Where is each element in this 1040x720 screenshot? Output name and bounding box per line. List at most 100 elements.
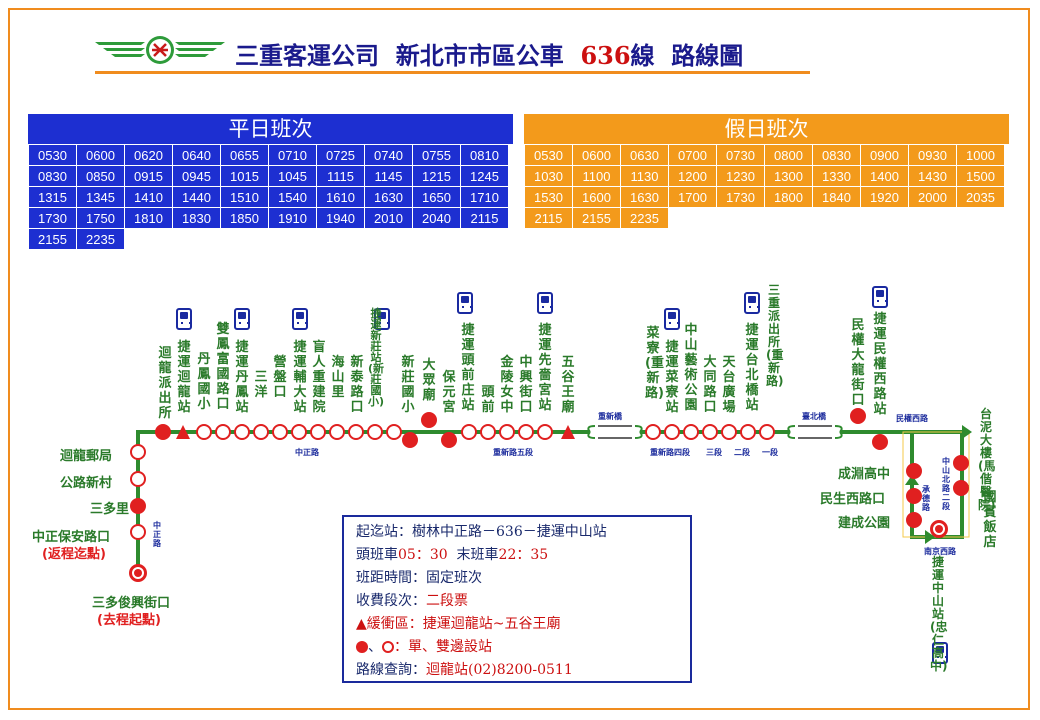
stop-marker <box>310 424 326 440</box>
departure-time: 0755 <box>412 144 461 166</box>
stop-label: 盲人重建院 <box>312 340 326 415</box>
departure-time: 1430 <box>908 165 957 187</box>
departure-time: 1145 <box>364 165 413 187</box>
mrt-icon <box>234 308 250 330</box>
road-label: 民權西路 <box>896 414 928 423</box>
stop-label: 金陵女中 <box>500 355 514 415</box>
departure-time: 1850 <box>220 207 269 229</box>
road-label: 三段 <box>706 448 722 457</box>
departure-time: 1045 <box>268 165 317 187</box>
departure-time: 2235 <box>76 228 125 250</box>
stop-marker <box>130 498 146 514</box>
stop-marker <box>721 424 737 440</box>
stop-marker <box>348 424 364 440</box>
route-info-box: 起迄站：樹林中正路－636－捷運中山站 頭班車05：30 末班車22：35 班距… <box>342 515 692 683</box>
stop-marker <box>130 444 146 460</box>
departure-time: 2115 <box>460 207 509 229</box>
empty-cell <box>812 207 861 229</box>
stop-marker <box>499 424 515 440</box>
weekday-row: 0530 0600 0620 0640 0655 0710 0725 0740 0755 0810 <box>28 144 509 166</box>
stop-label-sanduoli: 三多里 <box>90 502 130 517</box>
road-label: 中山北路二段 <box>942 457 950 511</box>
stop-marker <box>759 424 775 440</box>
stop-label: 捷運新莊站(新莊國小) <box>368 307 385 408</box>
stop-label: 民權大龍街口 <box>851 318 865 408</box>
stop-marker <box>461 424 477 440</box>
last-bus-label: 末班車 <box>456 547 499 563</box>
line-suffix: 線 <box>630 41 655 70</box>
stop-marker <box>480 424 496 440</box>
info-fare: 收費段次：二段票 <box>356 590 678 613</box>
departure-time: 1300 <box>764 165 813 187</box>
stop-label: 台泥大樓(馬偕醫院) <box>978 407 996 512</box>
road-label: 二段 <box>734 448 750 457</box>
header-underline <box>95 71 810 74</box>
stop-marker <box>234 424 250 440</box>
mrt-icon <box>457 292 473 314</box>
departure-time: 1230 <box>716 165 765 187</box>
holiday-title: 假日班次 <box>524 114 1009 144</box>
departure-time: 1630 <box>620 186 669 208</box>
interval-value: 固定班次 <box>426 570 482 586</box>
route-number: 636 <box>580 41 631 70</box>
departure-time: 2115 <box>524 207 573 229</box>
legend-text: ：單、雙邊設站 <box>394 639 492 655</box>
stop-marker <box>421 412 437 428</box>
departure-time: 1810 <box>124 207 173 229</box>
service-area: 新北市市區公車 <box>395 41 564 70</box>
info-terminals: 起迄站：樹林中正路－636－捷運中山站 <box>356 521 678 544</box>
departure-time: 0630 <box>620 144 669 166</box>
legend-separator: 、 <box>368 639 382 655</box>
stop-label: 三洋 <box>254 370 268 400</box>
stop-marker <box>702 424 718 440</box>
road-label: 南京西路 <box>924 547 956 556</box>
interval-label: 班距時間： <box>356 570 426 586</box>
empty-cell <box>716 207 765 229</box>
stop-marker <box>953 480 969 496</box>
road-label: 一段 <box>762 448 778 457</box>
stop-marker <box>740 424 756 440</box>
stop-label: 新莊國小 <box>401 355 415 415</box>
departure-time: 0740 <box>364 144 413 166</box>
departure-time: 1015 <box>220 165 269 187</box>
stop-marker <box>253 424 269 440</box>
departure-time: 0800 <box>764 144 813 166</box>
departure-time: 0600 <box>572 144 621 166</box>
terminal-center <box>935 525 943 533</box>
stop-label: 捷運中山站(忠仁高中) <box>930 555 948 673</box>
empty-cell <box>412 228 461 250</box>
stop-marker <box>291 424 307 440</box>
weekday-title: 平日班次 <box>28 114 513 144</box>
stop-label-zhongzheng-baoan: 中正保安路口 <box>32 530 111 545</box>
stop-label: 捷運台北橋站 <box>745 323 759 413</box>
empty-cell <box>460 228 509 250</box>
terminal-center <box>134 569 142 577</box>
stop-marker <box>906 463 922 479</box>
empty-cell <box>364 228 413 250</box>
departure-time: 1510 <box>220 186 269 208</box>
map-frame <box>8 8 1030 710</box>
departure-time: 0730 <box>716 144 765 166</box>
departure-time: 0640 <box>172 144 221 166</box>
holiday-timetable: 0530 0600 0630 0700 0730 0800 0830 0900 0930 1000… <box>524 144 1005 229</box>
stop-marker <box>850 408 866 424</box>
header: 三重客運公司 新北市市區公車 636線 路線圖 <box>95 30 810 74</box>
road-label: 重新橋 <box>598 412 622 421</box>
departure-time: 1920 <box>860 186 909 208</box>
empty-cell <box>764 207 813 229</box>
stop-marker <box>196 424 212 440</box>
departure-time: 1030 <box>524 165 573 187</box>
departure-time: 0620 <box>124 144 173 166</box>
stop-label: 新泰路口 <box>350 355 364 415</box>
stop-marker <box>215 424 231 440</box>
departure-time: 1610 <box>316 186 365 208</box>
stop-label: 迴龍派出所 <box>158 346 172 421</box>
buffer-value: 捷運迴龍站~五谷王廟 <box>422 616 561 632</box>
departure-time: 0850 <box>76 165 125 187</box>
empty-cell <box>316 228 365 250</box>
mrt-icon <box>292 308 308 330</box>
stop-label: 天台廣場 <box>722 355 736 415</box>
departure-time: 2035 <box>956 186 1005 208</box>
stop-label: 捷運輔大站 <box>293 340 307 415</box>
holiday-row: 0530 0600 0630 0700 0730 0800 0830 0900 0930 1000 <box>524 144 1005 166</box>
